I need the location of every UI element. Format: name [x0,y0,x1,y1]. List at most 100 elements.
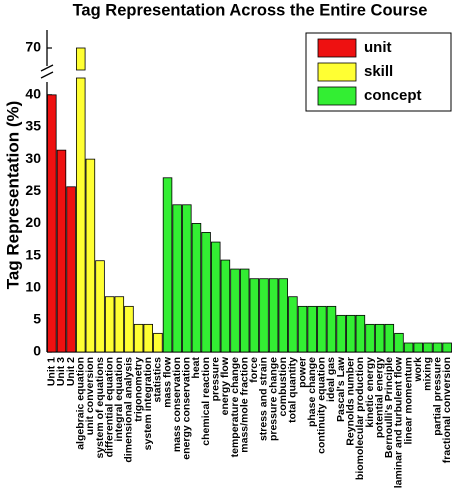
bar [423,342,433,353]
bar [374,323,385,353]
bar [114,296,125,353]
x-tick-label: laminar and turbulent flow [393,356,405,488]
bar [182,204,192,353]
bar [201,232,211,353]
x-tick-label: Unit 1 [46,357,58,386]
x-tick-label: linear momentum [402,357,414,445]
x-tick-label: trigonometry [132,357,144,422]
x-tick-label: dimensional analysis [123,357,135,463]
y-tick-label: 10 [25,278,41,294]
bar [432,342,443,353]
chart-title: Tag Representation Across the Entire Cou… [73,1,428,19]
x-tick-label: Bernoulli's Principle [383,357,395,458]
legend-swatch [317,62,357,82]
x-tick-label: phase change [306,357,318,427]
x-tick-label: system of equations [94,357,106,459]
x-tick-label: mixing [422,357,434,391]
x-tick-label: power [296,357,308,388]
bar [47,94,57,353]
bar [326,305,337,353]
bar [104,296,115,353]
bar [162,177,173,353]
bar [220,259,231,353]
x-tick-label: work [412,357,424,383]
bar [191,223,202,353]
legend-swatch [317,86,357,106]
bar [365,323,375,353]
legend-label: unit [364,39,392,56]
x-tick-label: integral equation [113,357,125,442]
y-axis-title: Tag Representation (%) [3,101,22,290]
bar [413,342,423,353]
x-tick-label: fractional conversion [441,357,453,463]
x-tick-label: pressure [210,357,222,402]
bar [346,314,356,353]
x-tick-label: force [248,357,260,383]
x-tick-label: total quantity [287,357,299,423]
bar [307,305,317,353]
bar [394,332,404,353]
bar [211,241,221,353]
bar [95,260,105,353]
x-tick-label: energy conservation [181,357,193,460]
legend-label: skill [364,63,393,80]
bar [403,342,414,353]
y-tick-label: 20 [25,214,41,230]
bar [76,47,86,71]
axis-break [40,71,54,79]
bar [336,314,346,353]
x-tick-label: differential equation [103,357,115,457]
x-tick-label: mass flow [161,356,173,408]
x-tick-label: mass/mole fraction [238,357,250,453]
x-tick-label: statistics [152,357,164,403]
x-tick-label: potential energy [373,357,385,438]
bar [153,332,163,353]
bar [85,158,96,353]
x-tick-label: pressure change [267,357,279,441]
bar [124,305,134,353]
bar [268,278,279,353]
y-tick-label: 15 [25,246,41,262]
bar [172,204,182,353]
bar [66,186,76,353]
bar [56,149,67,353]
x-tick-label: Reynolds number [345,357,357,446]
x-tick-label: chemical reaction [200,357,212,446]
x-tick-label: Unit 2 [65,357,77,386]
x-tick-label: system integration [142,357,154,450]
y-tick-label: 70 [25,39,41,55]
x-tick-label: continuity equation [316,357,328,454]
axis-break [40,64,54,72]
x-tick-label: combustion [277,357,289,417]
x-tick-label: biomolecular production [354,357,366,480]
y-tick-label: 30 [25,150,41,166]
x-tick-label: energy flow [219,356,231,415]
bar [76,77,86,353]
x-tick-label: algebraic equation [75,357,87,450]
bar [297,305,308,353]
bar [249,278,260,353]
bar [278,278,288,353]
x-tick-label: mass conservation [171,357,183,452]
y-tick-label: 5 [33,311,41,327]
x-tick-label: kinetic energy [364,357,376,428]
x-tick-label: unit conversion [84,357,96,435]
bar [133,323,144,353]
x-tick-label: ideal gas [325,357,337,402]
x-tick-label: Unit 3 [55,357,67,386]
x-tick-label: stress and strain [258,357,270,441]
x-tick-label: Pascal's Law [335,356,347,422]
x-tick-label: partial pressure [431,357,443,436]
legend-label: concept [364,87,422,104]
bar [442,342,452,353]
bar [317,305,327,353]
y-tick-label: 25 [25,182,41,198]
y-tick-label: 35 [25,118,41,134]
bar [239,268,250,353]
legend-swatch [317,38,357,58]
bar [230,268,240,353]
bar [384,323,395,353]
bar [259,278,269,353]
bar [143,323,153,353]
